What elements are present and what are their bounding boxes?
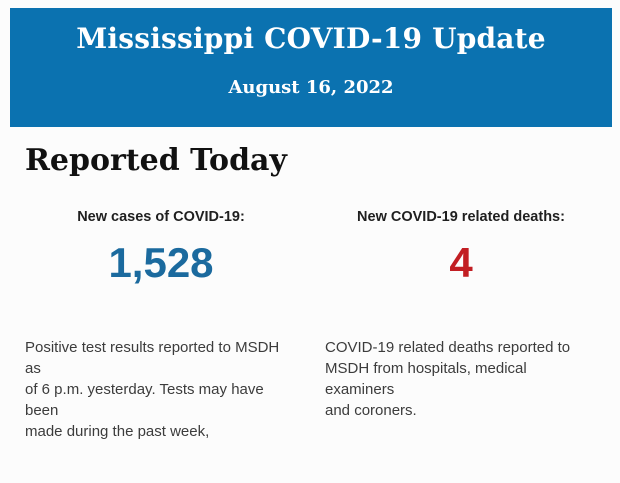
- report-date: August 16, 2022: [228, 77, 394, 98]
- stats-row: New cases of COVID-19: 1,528 Positive te…: [25, 209, 597, 442]
- new-deaths-label: New COVID-19 related deaths:: [357, 209, 565, 225]
- stat-new-deaths: New COVID-19 related deaths: 4 COVID-19 …: [325, 209, 597, 442]
- new-cases-label: New cases of COVID-19:: [77, 209, 245, 225]
- new-cases-value: 1,528: [108, 239, 214, 286]
- section-heading: Reported Today: [25, 143, 287, 178]
- new-deaths-description: COVID-19 related deaths reported to MSDH…: [325, 339, 571, 419]
- new-cases-description: Positive test results reported to MSDH a…: [25, 339, 280, 440]
- header-banner: Mississippi COVID-19 Update August 16, 2…: [10, 8, 612, 127]
- page-title: Mississippi COVID-19 Update: [76, 22, 546, 55]
- stat-new-cases: New cases of COVID-19: 1,528 Positive te…: [25, 209, 297, 442]
- new-deaths-value: 4: [449, 239, 473, 286]
